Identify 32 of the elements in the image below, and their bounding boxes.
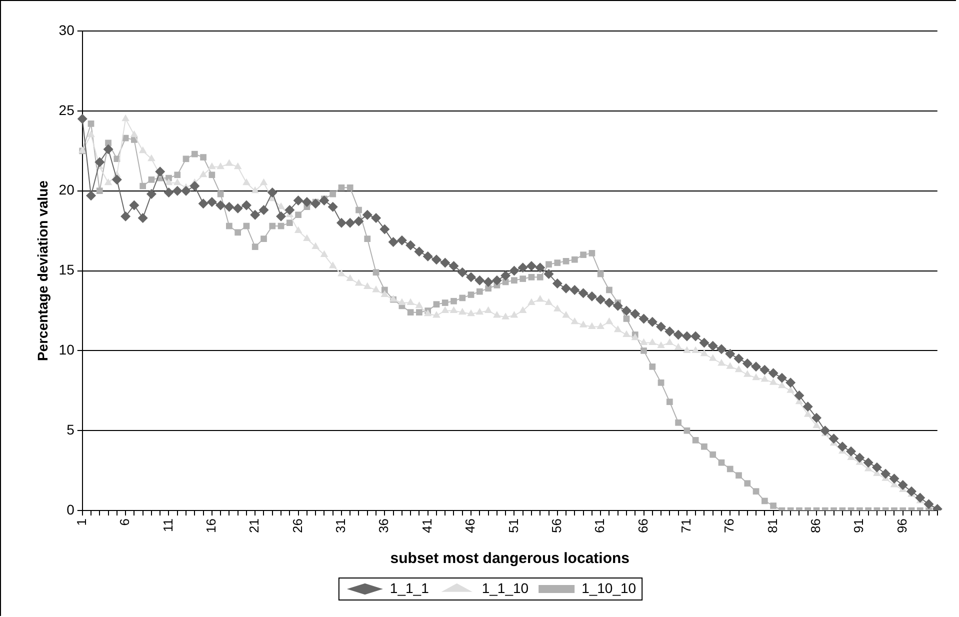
- x-tick-label: 41: [419, 518, 434, 534]
- x-tick-label: 46: [462, 518, 478, 534]
- legend-label: 1_1_10: [482, 580, 529, 596]
- y-tick-label: 30: [58, 22, 75, 38]
- x-tick-label: 21: [246, 518, 262, 534]
- y-tick-label: 25: [58, 102, 75, 118]
- x-tick-label: 96: [894, 518, 910, 534]
- x-tick-label: 11: [160, 518, 176, 532]
- x-tick-label: 6: [117, 518, 132, 526]
- x-tick-label: 51: [506, 518, 521, 534]
- x-axis-title: subset most dangerous locations: [390, 550, 630, 568]
- x-tick-label: 61: [592, 518, 608, 534]
- x-tick-label: 81: [764, 518, 780, 534]
- y-tick-label: 15: [58, 262, 75, 278]
- x-tick-label: 36: [376, 518, 392, 534]
- x-tick-label: 1: [74, 518, 89, 526]
- y-tick-label: 0: [66, 501, 75, 518]
- x-tick-label: 86: [808, 518, 824, 534]
- x-tick-label: 31: [333, 518, 348, 534]
- legend-label: 1_10_10: [582, 580, 636, 596]
- x-tick-label: 71: [678, 518, 694, 534]
- x-tick-label: 26: [290, 518, 305, 534]
- y-tick-label: 5: [66, 421, 75, 438]
- y-tick-label: 20: [58, 182, 75, 198]
- x-tick-label: 56: [548, 518, 564, 534]
- legend-label: 1_1_1: [390, 580, 430, 596]
- x-tick-label: 91: [851, 518, 866, 534]
- x-tick-label: 76: [722, 518, 737, 534]
- x-tick-label: 66: [635, 518, 650, 534]
- x-tick-label: 16: [204, 518, 218, 534]
- y-tick-label: 10: [58, 342, 75, 358]
- y-axis-title: Percentage deviation value: [34, 180, 50, 362]
